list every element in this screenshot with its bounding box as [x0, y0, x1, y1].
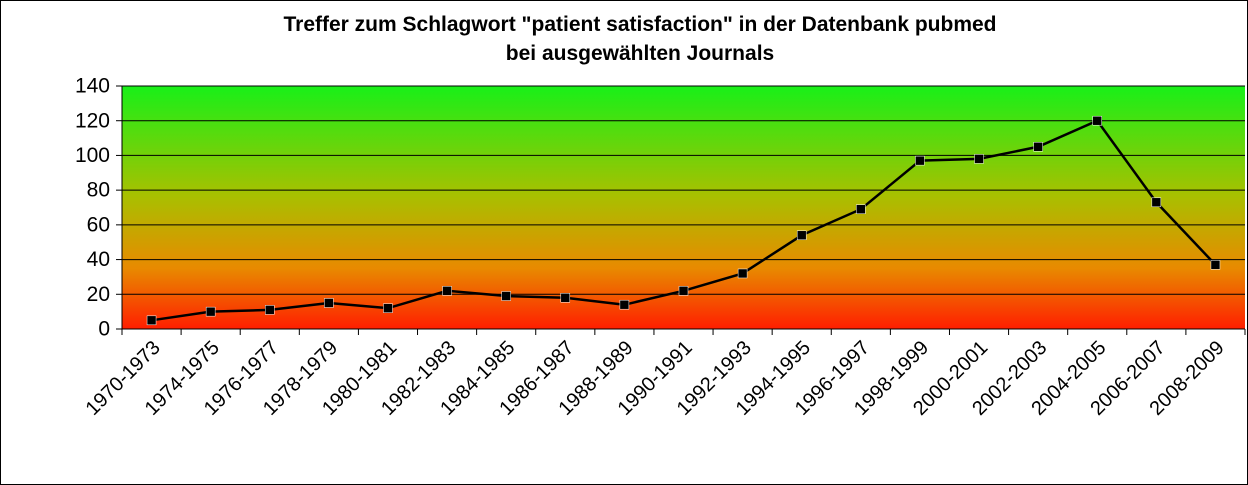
y-tick-label: 140: [75, 75, 110, 98]
data-marker: [737, 268, 748, 279]
data-marker: [383, 303, 393, 313]
y-tick-label: 100: [75, 144, 110, 167]
data-marker: [324, 298, 334, 308]
data-marker: [146, 315, 157, 326]
chart-title: Treffer zum Schlagwort "patient satisfac…: [283, 13, 996, 36]
data-marker: [501, 291, 511, 301]
data-marker: [619, 299, 630, 310]
data-marker: [1092, 115, 1102, 126]
data-marker: [796, 230, 807, 241]
y-tick-label: 60: [87, 213, 110, 236]
y-tick-label: 0: [98, 318, 110, 341]
y-tick-label: 20: [87, 283, 110, 306]
chart-title: bei ausgewählten Journals: [506, 42, 774, 65]
data-marker: [1151, 197, 1162, 208]
data-marker: [265, 305, 275, 315]
data-marker: [915, 155, 925, 166]
data-marker: [1210, 260, 1221, 270]
data-marker: [1033, 142, 1043, 152]
data-marker: [856, 204, 866, 214]
y-tick-label: 120: [75, 109, 110, 132]
data-marker: [442, 286, 452, 296]
y-tick-label: 40: [87, 248, 110, 271]
data-marker: [560, 293, 571, 303]
y-tick-label: 80: [87, 179, 110, 202]
data-marker: [678, 286, 689, 296]
data-marker: [205, 306, 216, 317]
data-marker: [974, 154, 984, 164]
